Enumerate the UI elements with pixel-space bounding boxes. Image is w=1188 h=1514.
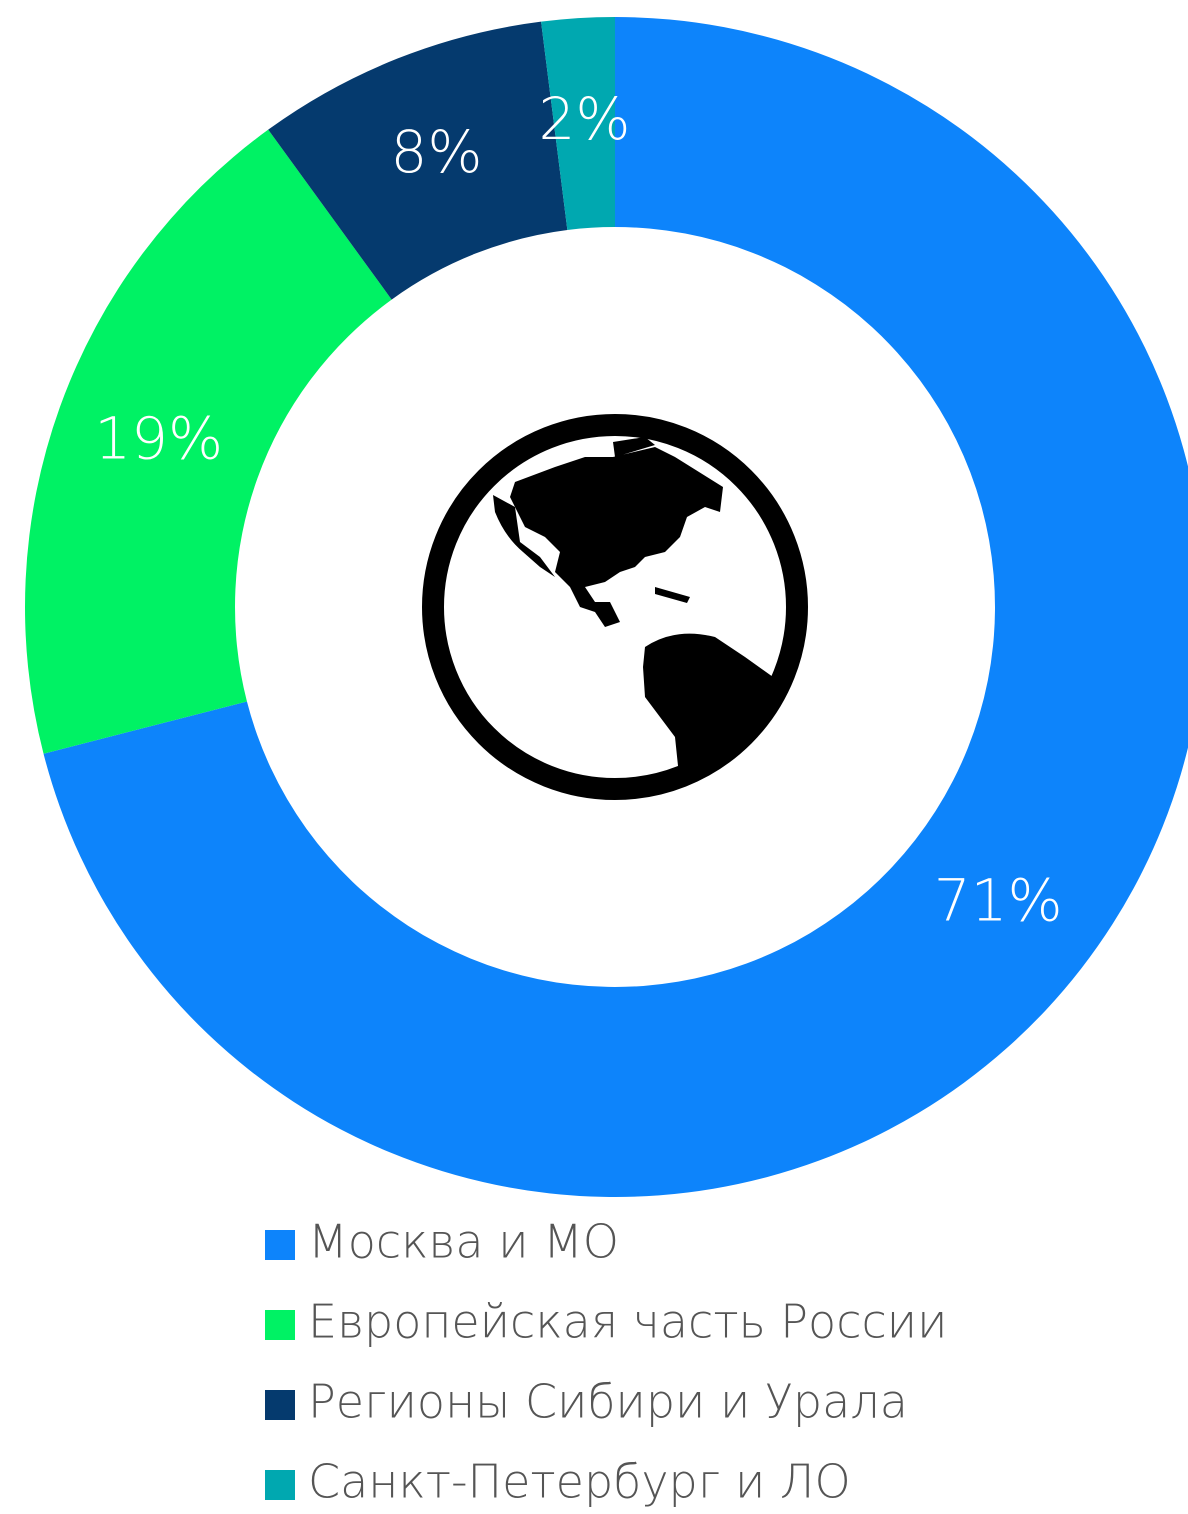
slice — [43, 17, 1188, 1197]
value-label: 19% — [94, 405, 223, 473]
continent-north-america — [493, 437, 723, 627]
value-label: 2% — [539, 85, 631, 153]
legend-label: Санкт-Петербург и ЛО — [308, 1455, 851, 1509]
legend-label: Европейская часть России — [308, 1295, 947, 1349]
legend-swatch — [265, 1470, 295, 1500]
legend-swatch — [265, 1230, 295, 1260]
continent-south-america — [643, 633, 780, 785]
value-labels: 71% 19% 8% 2% — [94, 85, 1062, 934]
globe-icon — [422, 414, 808, 800]
slice — [268, 21, 568, 300]
legend-label: Москва и МО — [308, 1215, 619, 1269]
legend-swatch — [265, 1310, 295, 1340]
value-label: 8% — [390, 118, 482, 186]
globe-outline — [422, 414, 808, 800]
slice — [541, 17, 615, 230]
legend: Москва и МО Европейская часть России Регио… — [265, 1215, 947, 1509]
legend-swatch — [265, 1390, 295, 1420]
slice — [25, 129, 392, 754]
caribbean — [655, 587, 690, 603]
slices — [25, 17, 1188, 1197]
legend-label: Регионы Сибири и Урала — [308, 1375, 908, 1429]
value-label: 71% — [934, 866, 1063, 934]
